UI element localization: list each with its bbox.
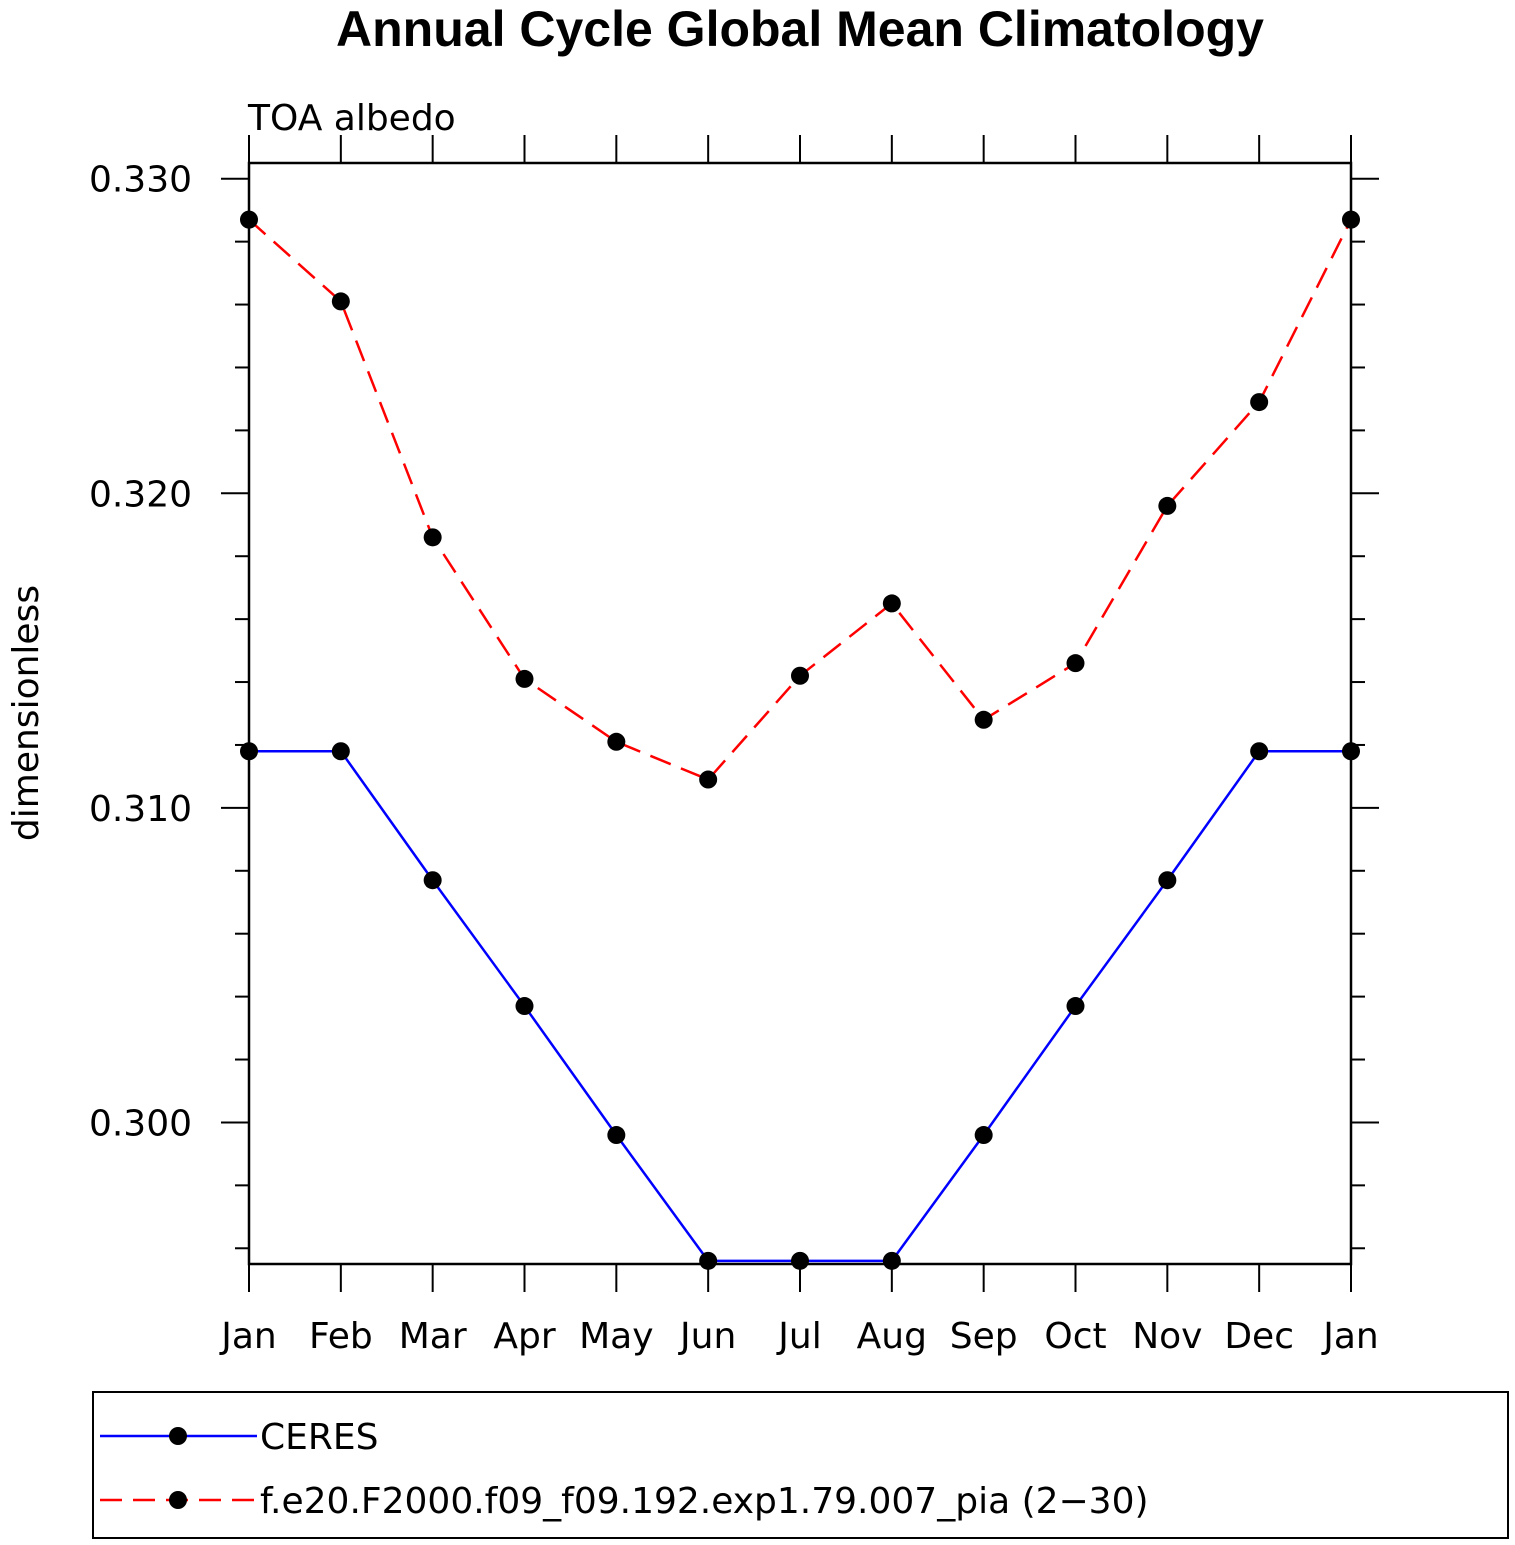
x-tick-label: Nov: [1132, 1316, 1202, 1357]
y-axis-label: dimensionless: [6, 585, 47, 841]
x-tick-label: Mar: [399, 1316, 467, 1357]
x-tick-label: Jun: [678, 1316, 736, 1357]
data-point: [1250, 742, 1269, 761]
legend-box: [92, 1391, 1509, 1539]
data-point: [331, 292, 350, 311]
data-point: [423, 528, 442, 547]
x-tick-label: Apr: [493, 1316, 555, 1357]
axis-ticks: [221, 135, 1379, 1292]
data-point: [607, 732, 626, 751]
data-point: [240, 210, 258, 229]
x-tick-labels: Jan Feb Mar Apr May Jun Jul Aug Sep Oct Nov Dec Jan: [219, 1316, 1379, 1357]
series-markers: [240, 210, 1360, 1270]
data-point: [791, 1251, 809, 1270]
data-point: [423, 871, 442, 890]
x-tick-label: Jan: [1321, 1316, 1379, 1357]
y-tick-label: 0.300: [89, 1103, 192, 1144]
series-lines: [248, 218, 1353, 1263]
data-point: [882, 594, 901, 613]
x-tick-label: Jan: [219, 1316, 277, 1357]
data-point: [699, 770, 718, 789]
legend-label: CERES: [260, 1417, 379, 1458]
data-point: [699, 1251, 718, 1270]
data-point: [331, 742, 350, 761]
data-point: [1066, 997, 1085, 1016]
x-tick-label: Aug: [857, 1316, 927, 1357]
legend-marker: [169, 1491, 187, 1509]
x-tick-label: Dec: [1224, 1316, 1294, 1357]
data-point: [974, 710, 993, 729]
data-point: [240, 742, 258, 761]
data-point: [1066, 654, 1085, 673]
y-tick-label: 0.310: [89, 789, 192, 830]
data-point: [882, 1251, 901, 1270]
x-tick-label: May: [579, 1316, 653, 1357]
chart-title: Annual Cycle Global Mean Climatology: [336, 1, 1264, 57]
data-point: [515, 997, 534, 1016]
y-tick-label: 0.330: [89, 160, 192, 201]
series-line-0: [249, 749, 1351, 1263]
y-tick-labels: 0.300 0.310 0.320 0.330: [89, 160, 192, 1145]
data-point: [607, 1126, 626, 1145]
x-tick-label: Jul: [776, 1316, 821, 1357]
data-point: [1342, 742, 1360, 761]
data-point: [974, 1126, 993, 1145]
legend: CERES f.e20.F2000.f09_f09.192.exp1.79.007…: [100, 1417, 1149, 1522]
y-tick-label: 0.320: [89, 474, 192, 515]
series-line-1: [248, 218, 1353, 782]
data-point: [791, 666, 809, 685]
plot-frame: [247, 161, 1353, 1266]
data-point: [1158, 496, 1177, 515]
chart-subtitle: TOA albedo: [247, 98, 456, 139]
legend-label: f.e20.F2000.f09_f09.192.exp1.79.007_pia …: [260, 1481, 1149, 1522]
x-tick-label: Oct: [1044, 1316, 1106, 1357]
legend-marker: [169, 1427, 187, 1445]
data-point: [515, 669, 534, 688]
x-tick-label: Sep: [950, 1316, 1018, 1357]
data-point: [1342, 210, 1360, 229]
data-point: [1158, 871, 1177, 890]
data-point: [1250, 393, 1269, 412]
x-tick-label: Feb: [309, 1316, 373, 1357]
